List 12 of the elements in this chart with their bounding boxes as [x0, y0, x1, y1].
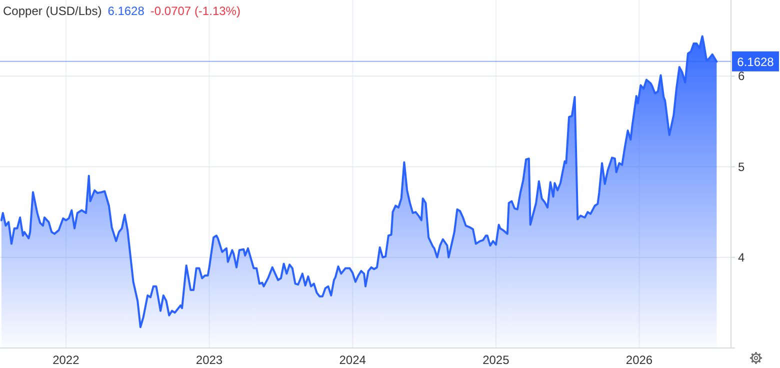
x-tick-label: 2023	[196, 353, 223, 367]
y-tick-label: 6	[738, 69, 745, 84]
annotation: -0.0707 (-1.13%)	[150, 4, 240, 18]
ref-line-label: 6.1628	[737, 54, 774, 69]
x-tick-label: 2024	[339, 353, 366, 367]
y-tick-label: 4	[738, 250, 745, 264]
x-tick-label: 2022	[52, 353, 80, 367]
x-tick-label: 2026	[626, 353, 653, 367]
x-tick-label: 2025	[482, 353, 510, 367]
y-tick-label: 5	[738, 160, 745, 174]
annotation: 6.1628	[108, 4, 145, 18]
chart-title: Copper (USD/Lbs)	[3, 4, 102, 18]
